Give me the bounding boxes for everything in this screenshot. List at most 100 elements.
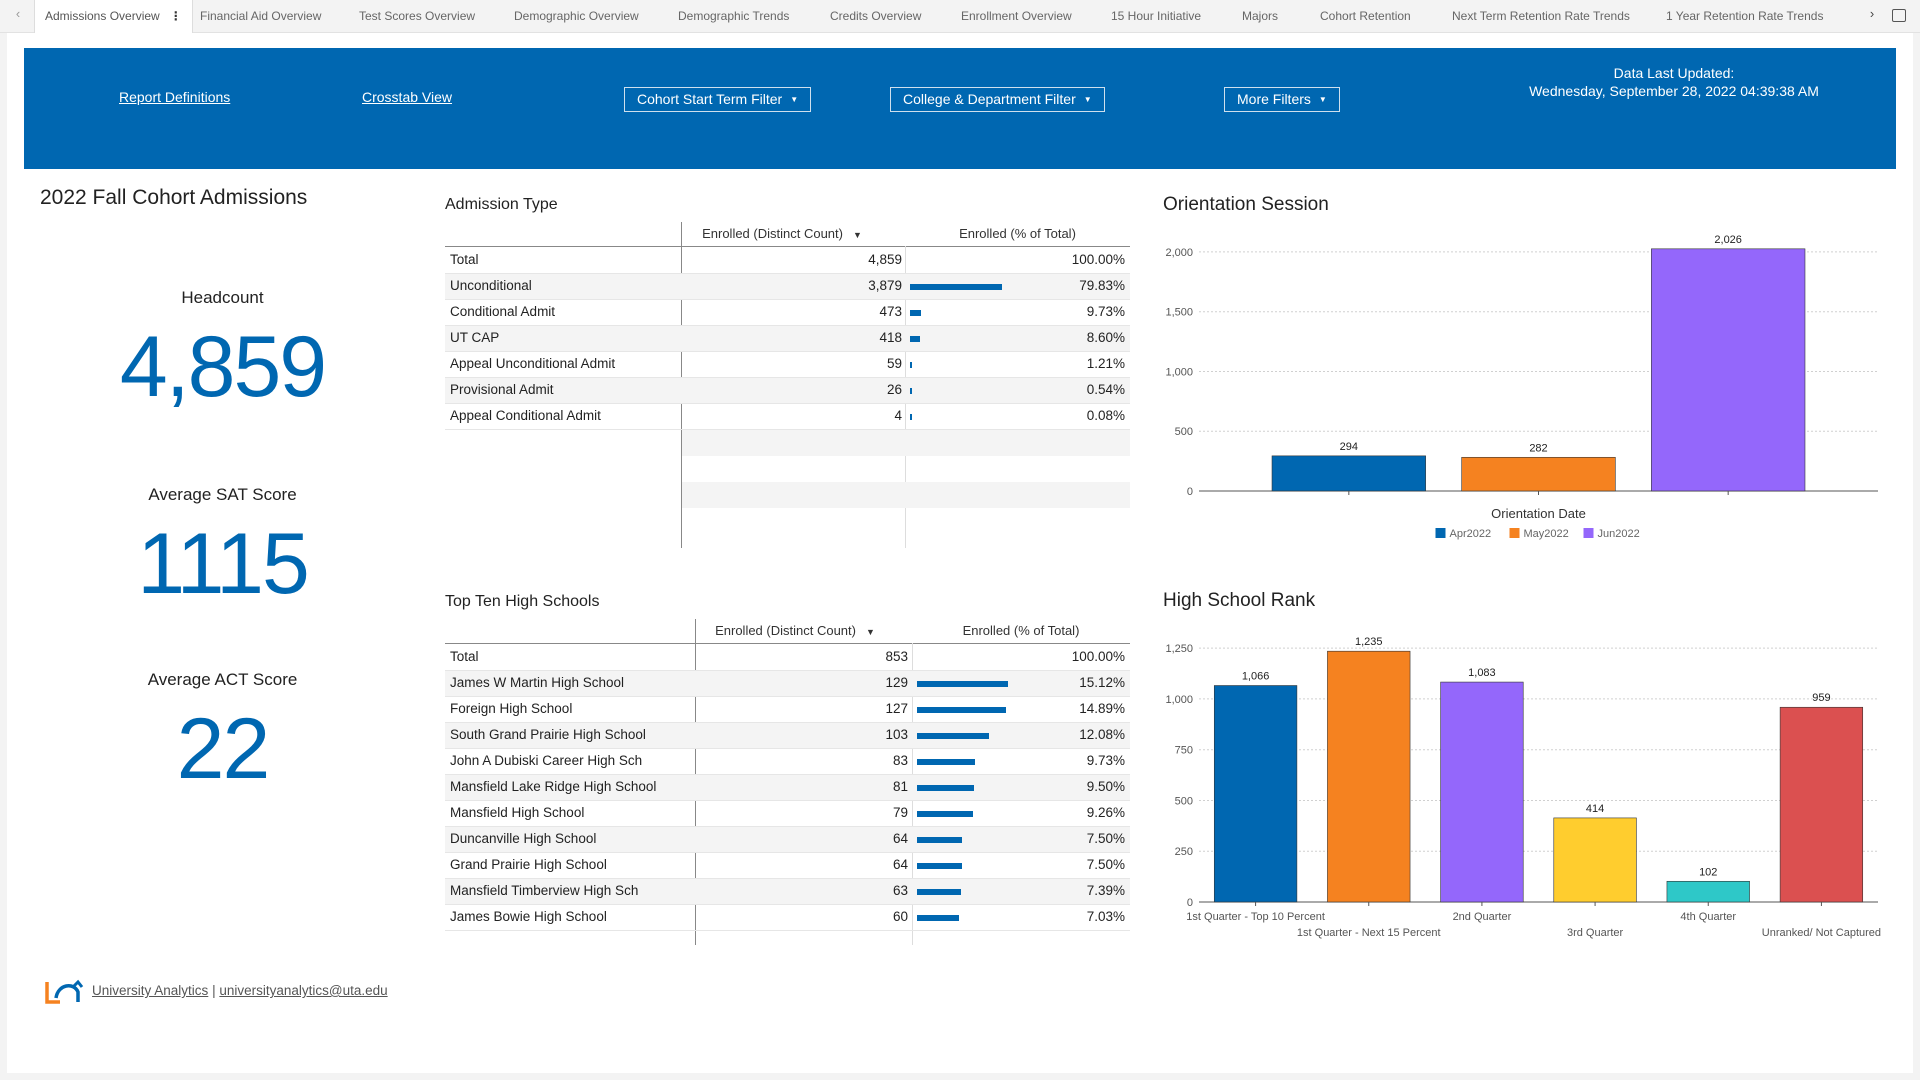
email-link[interactable]: universityanalytics@uta.edu [219,983,388,998]
chevron-down-icon: ▼ [790,95,799,104]
column-header-count[interactable]: Enrolled (Distinct Count) ▼ [695,623,895,638]
tab-admissions-overview[interactable]: Admissions Overview ⋮ [34,0,193,33]
share-bar [910,414,912,420]
table-row[interactable]: Mansfield Lake Ridge High School 81 9.50% [445,775,1130,801]
row-count: 26 [886,382,902,397]
tab-test-scores-overview[interactable]: Test Scores Overview [359,9,476,23]
table-row[interactable]: South Grand Prairie High School 103 12.08% [445,723,1130,749]
table-row[interactable]: Mansfield High School 79 9.26% [445,801,1130,827]
tab-label: Admissions Overview [45,9,160,23]
chevron-down-icon: ▼ [1318,95,1327,104]
tab-credits-overview[interactable]: Credits Overview [830,9,922,23]
share-bar [917,915,960,921]
footer-separator: | [212,983,216,998]
y-tick-label: 1,250 [1165,643,1193,655]
row-percent: 9.73% [1086,753,1125,768]
tab-scroll-right-icon[interactable]: › [1869,6,1875,21]
college-department-filter-button[interactable]: College & Department Filter ▼ [890,87,1105,112]
tab-1-year-retention-rate-trends[interactable]: 1 Year Retention Rate Trends [1666,9,1824,23]
table-row[interactable]: Total 853 100.00% [445,645,1130,671]
data-label: 2,026 [1714,234,1742,246]
tab-demographic-overview[interactable]: Demographic Overview [514,9,639,23]
table-row[interactable]: Appeal Conditional Admit 4 0.08% [445,404,1130,430]
row-name: Grand Prairie High School [450,857,607,872]
tab-scroll-left-icon[interactable]: ‹ [15,6,21,21]
row-percent: 9.26% [1086,805,1125,820]
college-filter-label: College & Department Filter [903,91,1076,107]
tab-next-term-retention-rate-trends[interactable]: Next Term Retention Rate Trends [1452,9,1630,23]
row-count: 63 [892,883,908,898]
row-count: 64 [892,831,908,846]
bar-3[interactable] [1440,681,1524,903]
cohort-start-term-filter-button[interactable]: Cohort Start Term Filter ▼ [624,87,812,112]
bar-2[interactable] [1461,456,1616,492]
row-name: Appeal Conditional Admit [450,408,601,423]
table-row[interactable]: Grand Prairie High School 64 7.50% [445,853,1130,879]
table-row[interactable]: Conditional Admit 473 9.73% [445,300,1130,326]
row-name: Conditional Admit [450,304,556,319]
bar-5[interactable] [1666,880,1750,903]
row-count: 4,859 [868,252,902,267]
table-row[interactable]: Unconditional 3,879 79.83% [445,274,1130,300]
share-bar [917,837,962,843]
tab-financial-aid-overview[interactable]: Financial Aid Overview [200,9,322,23]
bar-4[interactable] [1553,817,1637,903]
row-percent: 9.50% [1086,779,1125,794]
more-filters-button[interactable]: More Filters ▼ [1224,87,1340,112]
column-header-count[interactable]: Enrolled (Distinct Count) ▼ [682,226,882,241]
orientation-session-chart: 0 500 1,000 1,500 2,000 294 282 2,026 Orientatio… [1165,234,1878,540]
university-analytics-logo-icon [45,979,84,1004]
table-row[interactable]: UT CAP 418 8.60% [445,326,1130,352]
row-count: 83 [892,753,908,768]
table-row[interactable]: Foreign High School 127 14.89% [445,697,1130,723]
bar-1[interactable] [1213,685,1298,903]
data-label: 294 [1340,441,1358,453]
table-row[interactable]: James W Martin High School 129 15.12% [445,671,1130,697]
share-bar [917,811,973,817]
row-count: 418 [879,330,902,345]
bar-1[interactable] [1271,455,1426,492]
sort-icon: ▼ [852,230,862,240]
table-row[interactable]: Mansfield Timberview High Sch 63 7.39% [445,879,1130,905]
column-header-pct[interactable]: Enrolled (% of Total) [962,623,1080,638]
tab-15-hour-initiative[interactable]: 15 Hour Initiative [1111,9,1202,23]
table-row[interactable]: Total 4,859 100.00% [445,248,1130,274]
x-tick-label: 1st Quarter - Top 10 Percent [1186,911,1325,923]
header-divider [445,246,1130,247]
table-row[interactable]: Duncanville High School 64 7.50% [445,827,1130,853]
share-bar [917,759,976,765]
row-name: Total [450,252,479,267]
act-value: 22 [176,701,271,797]
crosstab-view-link[interactable]: Crosstab View [362,89,453,105]
bar-3[interactable] [1651,248,1806,492]
tab-demographic-trends[interactable]: Demographic Trends [678,9,790,23]
high-schools-table: Enrolled (Distinct Count) ▼ Enrolled (% o… [445,619,1130,945]
university-analytics-link[interactable]: University Analytics [92,983,209,998]
row-percent: 14.89% [1079,701,1125,716]
report-definitions-link[interactable]: Report Definitions [119,89,231,105]
x-tick-label: Unranked/ Not Captured [1762,927,1881,939]
legend-swatch [1435,528,1446,538]
row-percent: 0.54% [1086,382,1125,397]
x-tick-label: 2nd Quarter [1453,911,1512,923]
high-school-rank-chart: 0 250 500 750 1,000 1,250 1,066 1st Quarter - T… [1165,636,1881,939]
table-row[interactable]: John A Dubiski Career High Sch 83 9.73% [445,749,1130,775]
row-name: James Bowie High School [450,909,607,924]
empty-row [682,508,1130,534]
orientation-chart-title: Orientation Session [1163,194,1329,215]
table-row[interactable]: James Bowie High School 60 7.03% [445,905,1130,931]
tab-cohort-retention[interactable]: Cohort Retention [1320,9,1411,23]
column-header-pct[interactable]: Enrolled (% of Total) [959,226,1076,241]
tab-menu-icon[interactable]: ⋮ [169,9,182,23]
tab-majors[interactable]: Majors [1242,9,1279,23]
tab-list-icon[interactable] [1892,9,1906,22]
empty-row [682,430,1130,456]
legend-swatch [1583,528,1594,538]
table-row[interactable]: Provisional Admit 26 0.54% [445,378,1130,404]
bar-2[interactable] [1327,650,1411,903]
cohort-filter-label: Cohort Start Term Filter [637,91,783,107]
table-row[interactable]: Appeal Unconditional Admit 59 1.21% [445,352,1130,378]
share-bar [910,362,912,368]
bar-6[interactable] [1779,706,1864,903]
tab-enrollment-overview[interactable]: Enrollment Overview [961,9,1072,23]
